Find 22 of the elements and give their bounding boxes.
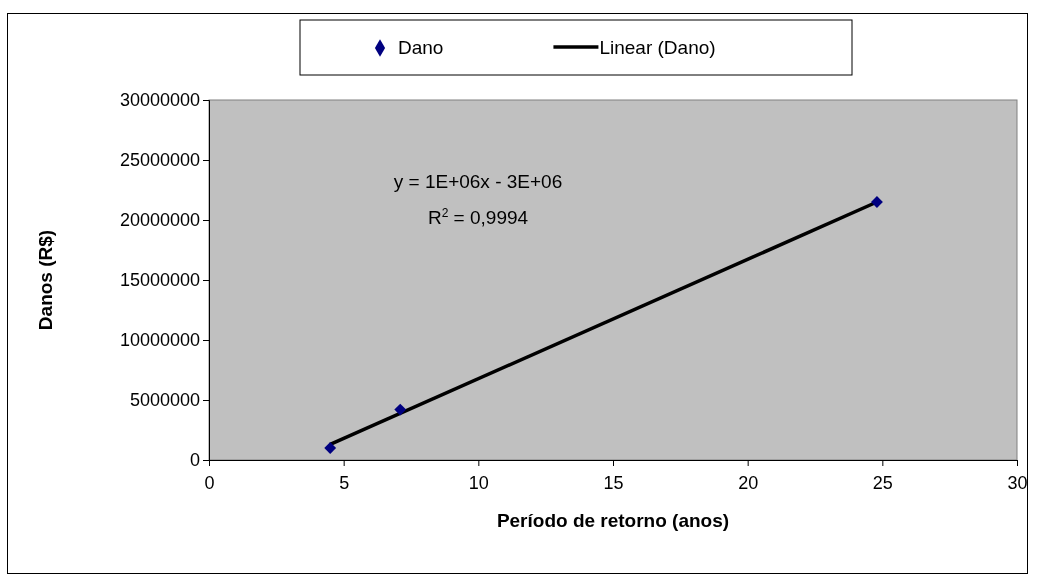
y-tick-label: 0 <box>189 450 200 471</box>
y-tick-label: 5000000 <box>129 390 200 411</box>
x-tick-label: 10 <box>468 472 489 493</box>
x-tick-label: 5 <box>339 472 350 493</box>
x-tick-label: 25 <box>872 472 893 493</box>
x-tick-label: 15 <box>603 472 624 493</box>
y-tick-label: 10000000 <box>119 330 200 351</box>
x-tick-label: 20 <box>738 472 759 493</box>
point <box>394 403 407 416</box>
y-tick-label: 15000000 <box>119 270 200 291</box>
y-tick-label: 30000000 <box>119 90 200 111</box>
x-axis-title: Período de retorno (anos) <box>496 510 730 531</box>
annotation: y = 1E+06x - 3E+06 <box>393 171 563 192</box>
x-tick-label: 30 <box>1007 472 1028 493</box>
y-axis-title: Danos (R$) <box>35 229 56 331</box>
y-tick-label: 25000000 <box>119 150 200 171</box>
legend-label: Linear (Dano) <box>599 37 716 58</box>
y-tick-label: 20000000 <box>119 210 200 231</box>
x-tick-label: 0 <box>204 472 215 493</box>
point <box>324 442 337 454</box>
annotation: R$^{2}$ = 0,9994 <box>427 206 529 228</box>
legend-label: Dano <box>398 37 444 58</box>
